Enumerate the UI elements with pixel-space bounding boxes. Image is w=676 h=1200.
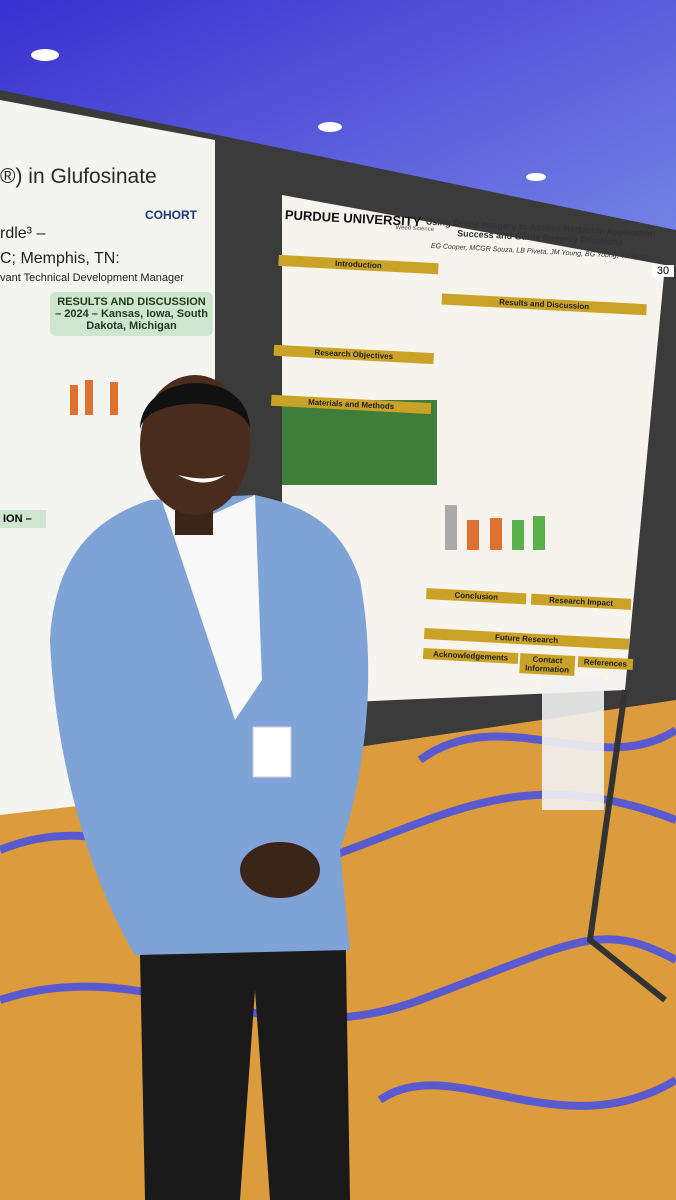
name-badge xyxy=(252,726,292,778)
shirt xyxy=(160,495,262,720)
bar-chart xyxy=(70,380,545,550)
ceiling-light xyxy=(318,122,342,132)
logo-text: COHORT xyxy=(145,208,197,222)
author-line: rdle³ – xyxy=(0,225,46,242)
smile xyxy=(178,475,225,483)
person xyxy=(50,375,369,1200)
face xyxy=(140,375,250,515)
ceiling-light xyxy=(526,173,546,181)
right-poster xyxy=(282,195,665,705)
pants xyxy=(140,900,350,1200)
board-number: 30 xyxy=(652,265,674,277)
paper-sheet xyxy=(542,675,604,810)
section-header: Results and Discussion xyxy=(441,293,647,316)
section-header: Research Objectives xyxy=(273,344,434,365)
section-header: Contact Information xyxy=(519,653,576,676)
section-header: Conclusion xyxy=(426,588,527,605)
section-header: Materials and Methods xyxy=(270,394,432,415)
section-header: Introduction xyxy=(278,254,439,275)
section-header: References xyxy=(577,656,634,671)
author-role: vant Technical Development Manager xyxy=(0,272,184,284)
jacket xyxy=(50,495,369,955)
right-poster-content: PURDUE UNIVERSITY Weed Science Using Dro… xyxy=(256,195,662,719)
section-header: Future Research xyxy=(423,628,630,650)
section-header: Research Impact xyxy=(530,593,632,610)
easel-leg xyxy=(586,689,667,1003)
poster-title: ®) in Glufosinate xyxy=(0,165,157,188)
hair xyxy=(140,383,250,430)
section-heading: RESULTS AND DISCUSSION – 2024 – Kansas, … xyxy=(50,292,213,336)
author-line: C; Memphis, TN: xyxy=(0,250,120,267)
hands xyxy=(240,842,320,898)
section-label: ION – xyxy=(0,510,46,528)
drone-photo xyxy=(282,400,437,485)
section-header: Acknowledgements xyxy=(422,648,519,664)
ceiling-light xyxy=(31,49,59,61)
